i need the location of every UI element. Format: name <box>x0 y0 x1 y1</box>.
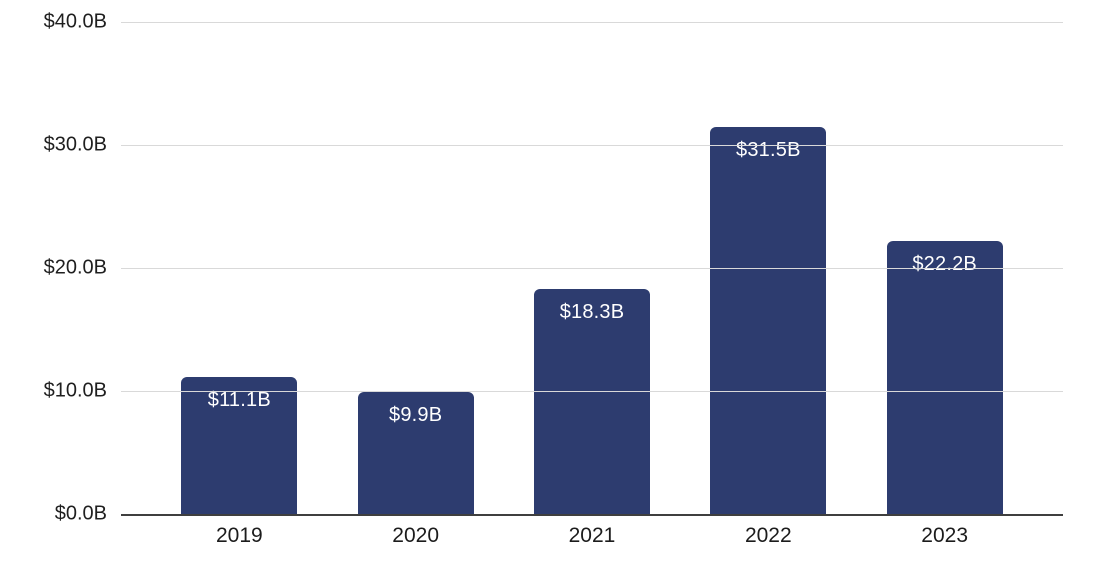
gridline <box>121 22 1063 23</box>
bar-value-label: $22.2B <box>912 252 977 275</box>
y-tick-label: $40.0B <box>43 10 107 33</box>
bar-value-label: $11.1B <box>207 389 271 412</box>
y-tick-label: $20.0B <box>43 256 107 279</box>
bar-2021: $18.3B <box>533 288 650 514</box>
bar-value-label: $9.9B <box>389 404 443 427</box>
x-axis-labels: 2019 2020 2021 2022 2023 <box>121 524 1063 548</box>
bar-2022: $31.5B <box>710 126 827 514</box>
y-tick-label: $0.0B <box>54 502 107 525</box>
bar-value-label: $31.5B <box>736 138 801 161</box>
x-tick-label: 2021 <box>568 524 616 547</box>
bar-value-label: $18.3B <box>559 300 625 323</box>
x-tick-label: 2022 <box>744 524 792 547</box>
x-tick-label: 2023 <box>921 524 968 547</box>
x-tick-label: 2019 <box>215 524 263 547</box>
gridline <box>121 391 1063 392</box>
bar-2023: $22.2B <box>886 240 1003 514</box>
bar-2019: $11.1B <box>181 377 298 514</box>
y-tick-label: $10.0B <box>43 379 107 402</box>
y-tick-label: $30.0B <box>43 133 107 156</box>
gridline <box>121 145 1063 146</box>
bars-row: $11.1B $9.9B $18.3B $31.5B $22.2B <box>121 22 1063 514</box>
x-tick-label: 2020 <box>392 524 440 547</box>
gridline <box>121 268 1063 269</box>
plot-area: $11.1B $9.9B $18.3B $31.5B $22.2B <box>121 22 1063 516</box>
bar-2020: $9.9B <box>357 392 474 514</box>
